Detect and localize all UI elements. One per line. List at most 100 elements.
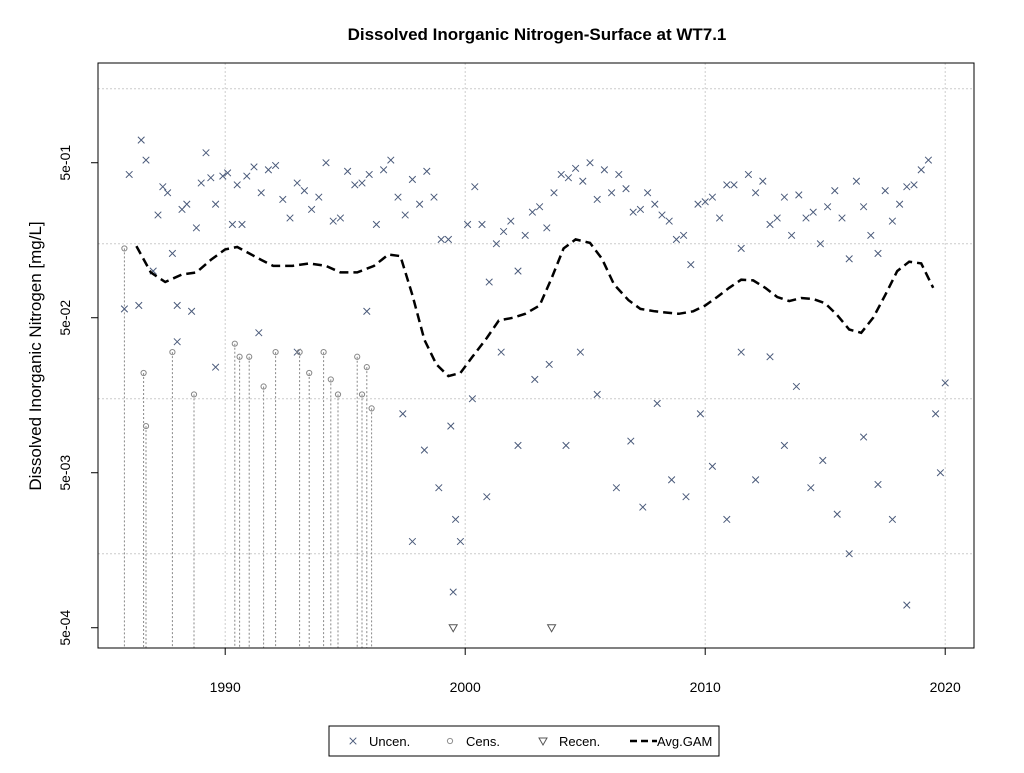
uncensored-point [228,220,237,229]
uncensored-point [423,167,431,175]
uncensored-point [780,441,789,450]
uncensored-point [223,169,232,177]
uncensored-point [672,235,681,244]
uncensored-point [571,164,580,173]
uncensored-point [387,156,395,164]
uncensored-point [831,187,839,195]
censored-point [334,391,342,398]
uncensored-point [881,187,889,195]
uncensored-point [163,189,172,197]
uncensored-point [859,433,868,441]
uncensored-point [917,166,925,174]
legend-symbol-cens [446,737,454,745]
uncensored-point [499,227,508,236]
uncensored-point [766,220,774,229]
uncensored-point [435,484,443,492]
uncensored-point [456,537,465,546]
uncensored-point [730,181,738,189]
uncensored-point [629,208,637,216]
legend-symbol-recen [538,737,548,747]
uncensored-point [394,193,402,201]
uncensored-point [183,200,191,208]
uncensored-point [192,224,201,232]
chart-title: Dissolved Inorganic Nitrogen-Surface at … [348,25,727,44]
uncensored-point [802,214,810,222]
uncensored-point [564,174,573,182]
uncensored-point [615,170,623,179]
censored-point [121,245,128,252]
axis-layer: 1990 2000 2010 2020 5e-04 5e-03 5e-02 5e-01 [57,145,961,695]
uncensored-point [173,338,181,346]
uncensored-point [852,177,861,185]
uncensored-point [142,156,150,164]
uncensored-point [809,208,817,216]
y-tick-label: 5e-01 [57,145,73,181]
uncensored-point [924,156,933,164]
uncensored-point [593,390,601,399]
uncensored-point [708,462,717,470]
uncensored-point [379,166,388,174]
censored-point [190,391,198,398]
uncensored-point [612,484,621,492]
uncensored-point [307,205,316,214]
uncensored-point [372,220,381,229]
uncensored-point [773,214,781,222]
censored-point [140,369,147,377]
uncensored-point [483,493,491,501]
censored-point [306,369,313,377]
uncensored-point [723,515,731,524]
uncensored-point [437,235,445,244]
uncensored-point [627,437,635,445]
uncensored-point [420,446,429,454]
legend-symbol-uncen [349,737,357,745]
uncensored-point [300,187,309,195]
uncensored-point [444,235,453,244]
uncensored-point [751,189,760,197]
uncensored-point [600,166,609,174]
uncensored-point [888,217,897,225]
uncensored-point [329,217,337,225]
uncensored-point [154,211,162,219]
uncensored-point [415,200,424,208]
uncensored-point [874,480,882,489]
uncensored-point [219,172,227,180]
censored-point [354,353,361,360]
censored-point [296,349,303,356]
uncensored-point [744,170,753,179]
uncensored-point [264,166,273,174]
uncensored-point [120,305,129,313]
censored-point [142,422,150,430]
uncensored-point [895,200,904,208]
uncensored-point [173,301,181,310]
y-tick-label: 5e-03 [57,455,73,491]
uncensored-point [343,167,352,175]
uncensored-point [485,278,493,286]
uncensored-point [543,224,551,232]
uncensored-point [535,203,544,211]
censor-lines-layer [123,248,373,648]
censored-point [231,340,238,347]
uncensored-point [545,360,553,369]
uncensored-point [593,195,601,204]
uncensored-point [586,159,594,167]
uncensored-point [653,399,661,408]
uncensored-point [833,510,841,518]
uncensored-point [168,249,177,258]
uncensored-point [514,441,522,450]
uncensored-point [737,348,745,356]
uncensored-point [550,189,558,197]
uncensored-point [399,410,407,418]
uncensored-point [807,484,815,492]
censored-point [169,349,176,356]
uncensored-point [795,191,803,199]
uncensored-point [701,198,709,206]
uncensored-point [271,161,280,170]
uncensored-point [766,353,774,361]
x-tick-label: 2000 [450,679,481,695]
uncensored-point [867,231,875,240]
uncensored-point [514,267,522,275]
y-axis-label: Dissolved Inorganic Nitrogen [mg/L] [26,221,45,490]
uncensored-point [696,410,705,418]
x-tick-label: 1990 [210,679,241,695]
